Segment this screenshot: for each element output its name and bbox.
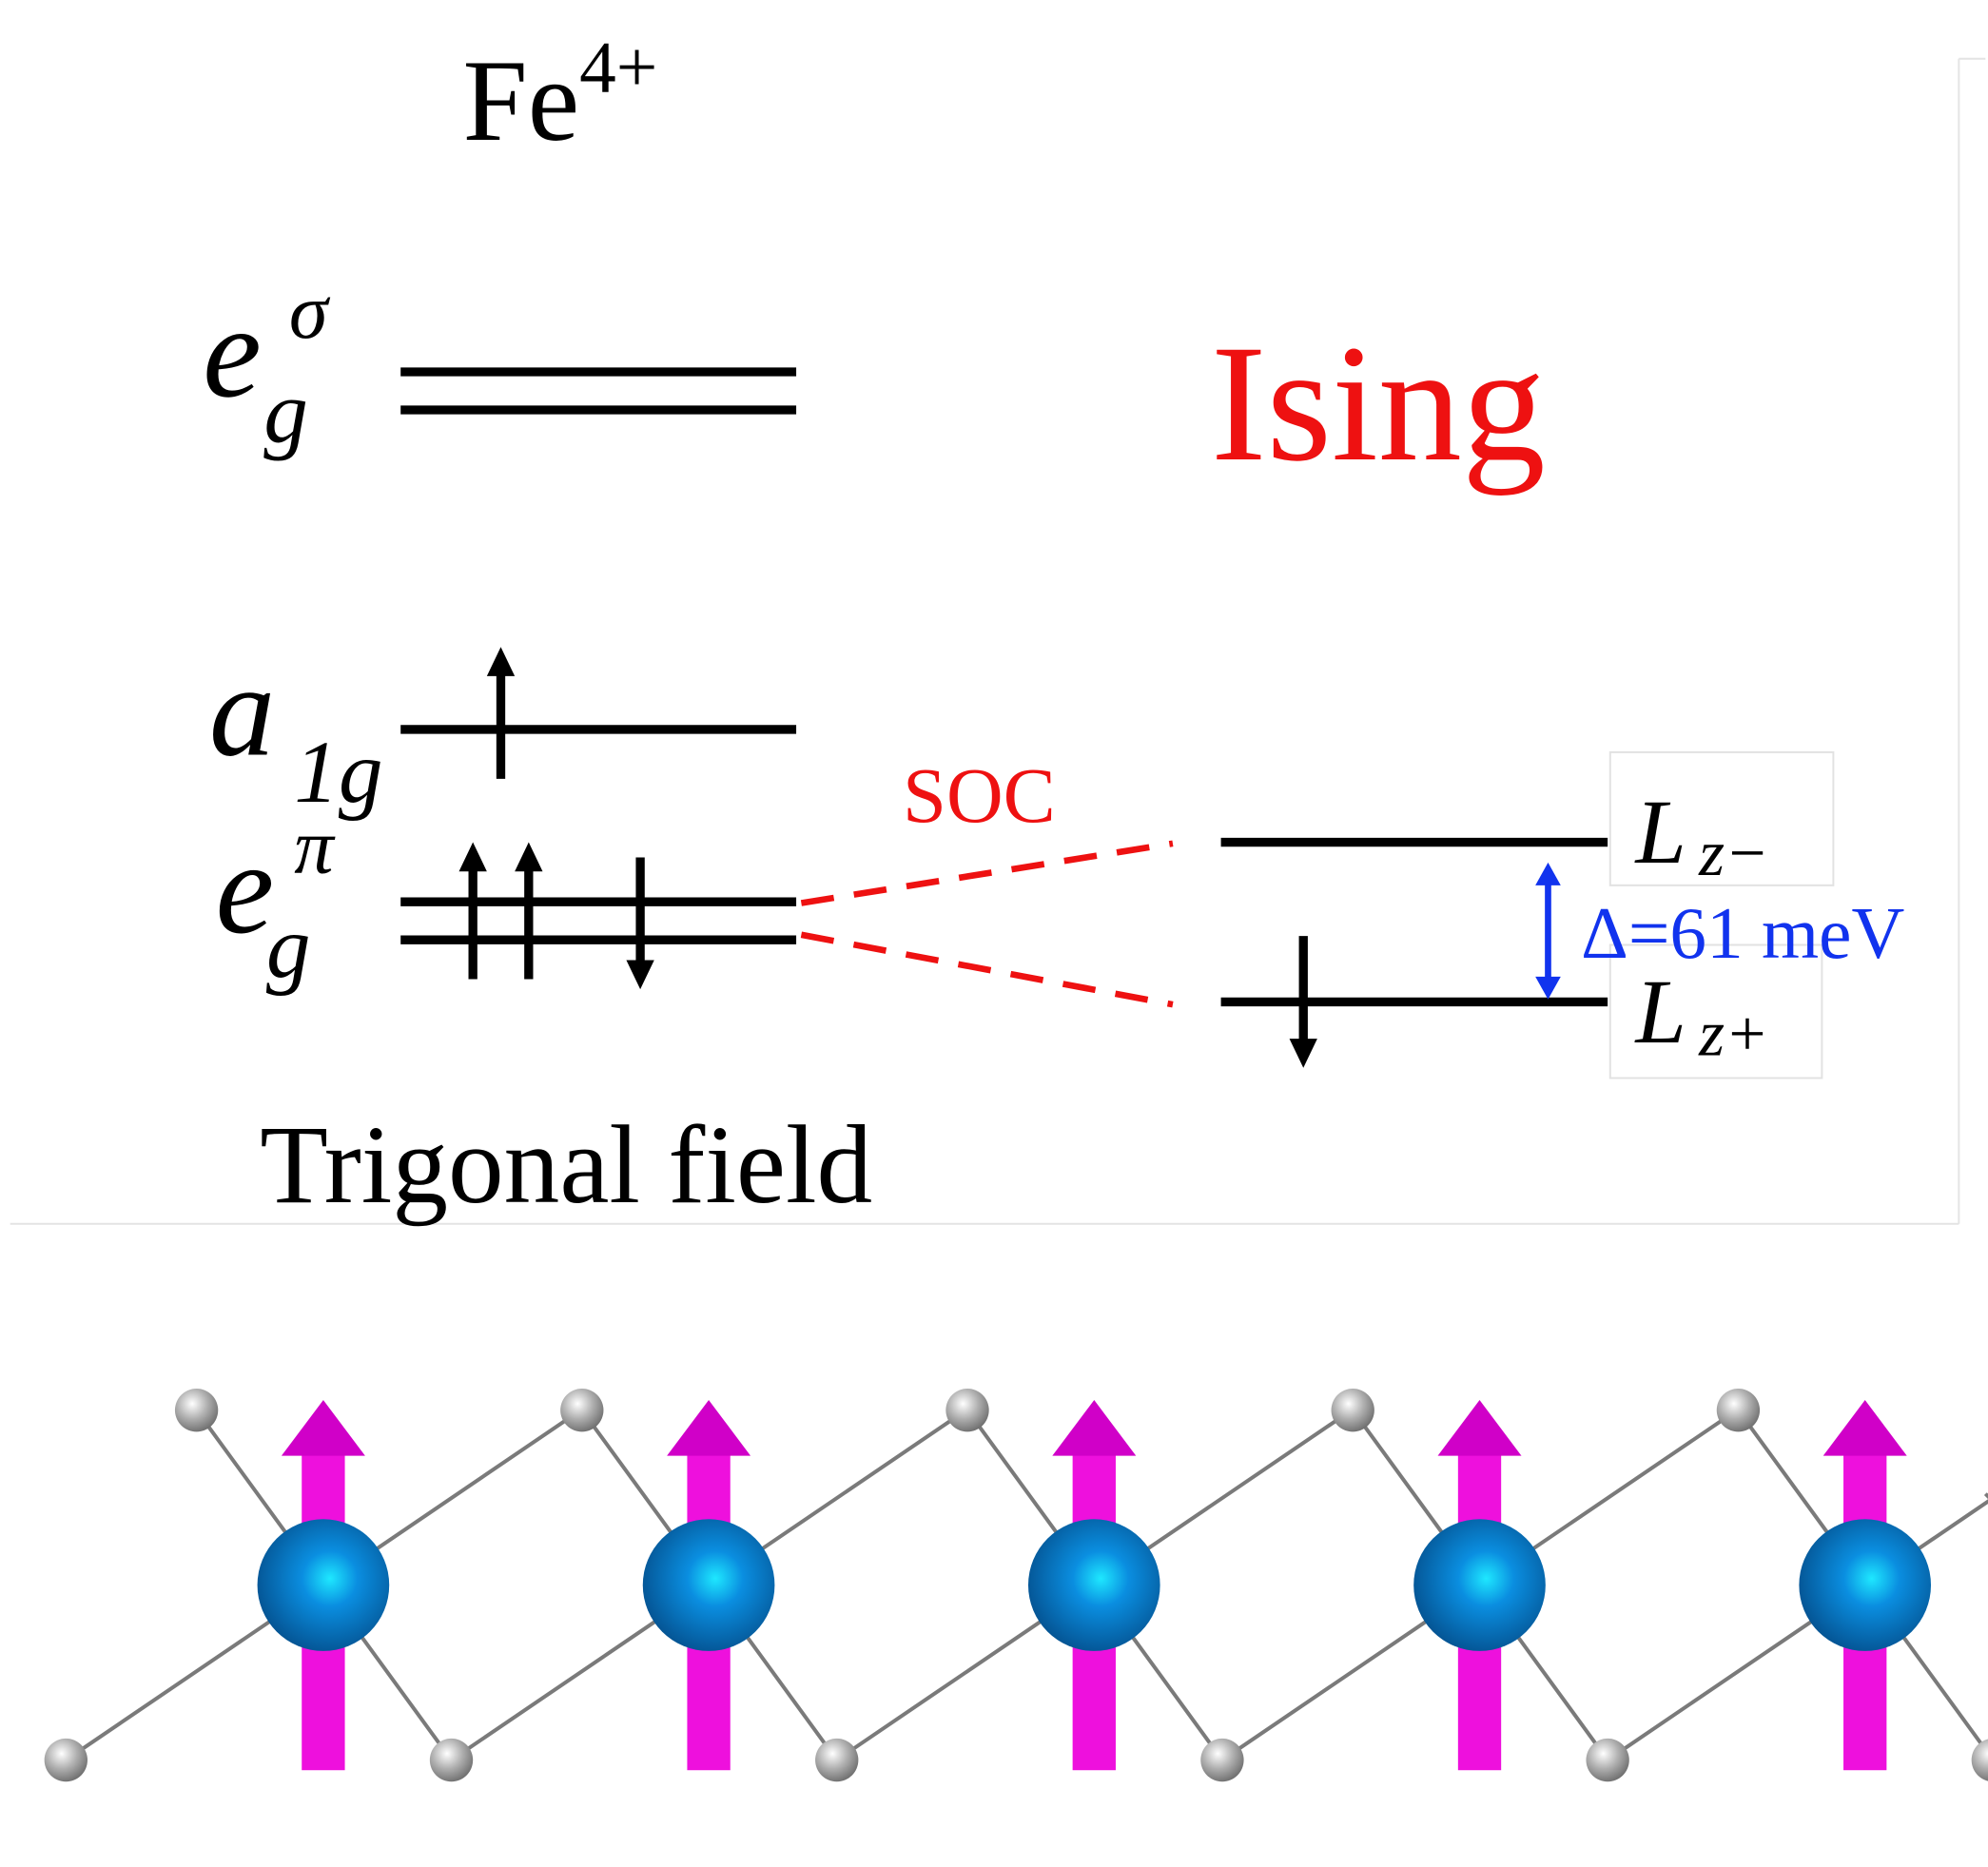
ligand-atom xyxy=(1586,1739,1628,1781)
fe-atom xyxy=(1799,1519,1931,1651)
spin-head xyxy=(515,843,542,872)
ligand-atom xyxy=(815,1739,858,1781)
level-symbol: L xyxy=(1633,781,1686,883)
atom-chain xyxy=(45,1389,1988,1781)
spin-head xyxy=(459,843,487,872)
level-symbol: a xyxy=(209,637,275,784)
fe-atom xyxy=(258,1519,390,1651)
ligand-atom xyxy=(1717,1389,1760,1431)
level-sub: z+ xyxy=(1698,996,1769,1069)
spin-head xyxy=(1290,1039,1317,1068)
ligand-atom xyxy=(430,1739,473,1781)
fe-atom xyxy=(643,1519,775,1651)
ligand-atom xyxy=(45,1739,88,1781)
model-label: Ising xyxy=(1211,311,1546,496)
caption: Trigonal field xyxy=(260,1103,872,1227)
level-sub: g xyxy=(266,899,311,997)
title: Fe4+ xyxy=(463,26,658,165)
level-sub: z− xyxy=(1698,816,1769,889)
soc-label: SOC xyxy=(903,751,1056,839)
level-symbol: L xyxy=(1633,961,1686,1062)
spin-head xyxy=(487,647,515,676)
page: {"title": {"base": "Fe", "sup": "4+"}, "… xyxy=(0,0,1988,1867)
ligand-atom xyxy=(1972,1739,1988,1781)
ligand-atom xyxy=(560,1389,603,1431)
ligand-atom xyxy=(1200,1739,1243,1781)
title-sup: 4+ xyxy=(579,26,657,107)
level-sub: g xyxy=(263,363,308,461)
level-symbol: e xyxy=(203,278,262,424)
spin-arrowhead xyxy=(667,1400,750,1456)
spin-arrowhead xyxy=(282,1400,365,1456)
spin-arrowhead xyxy=(1052,1400,1136,1456)
gap-label: Δ=61 meV xyxy=(1581,892,1904,974)
ligand-atom xyxy=(1332,1389,1374,1431)
spin-head xyxy=(626,960,653,989)
figure: Fe4+ e σ g a 1g e π g SOC Ising L z− L z… xyxy=(0,0,1988,1867)
fe-atom xyxy=(1028,1519,1160,1651)
ligand-atom xyxy=(175,1389,218,1431)
level-sup: σ xyxy=(289,267,331,355)
soc-line xyxy=(801,935,1173,1004)
level-symbol: e xyxy=(216,814,275,961)
fe-atom xyxy=(1413,1519,1546,1651)
spin-arrowhead xyxy=(1438,1400,1522,1456)
gap-head xyxy=(1535,863,1561,885)
soc-line xyxy=(801,844,1173,904)
gap-head xyxy=(1535,977,1561,1000)
title-base: Fe xyxy=(463,36,580,165)
ligand-atom xyxy=(945,1389,988,1431)
spin-arrowhead xyxy=(1823,1400,1907,1456)
level-sup: π xyxy=(294,803,336,890)
